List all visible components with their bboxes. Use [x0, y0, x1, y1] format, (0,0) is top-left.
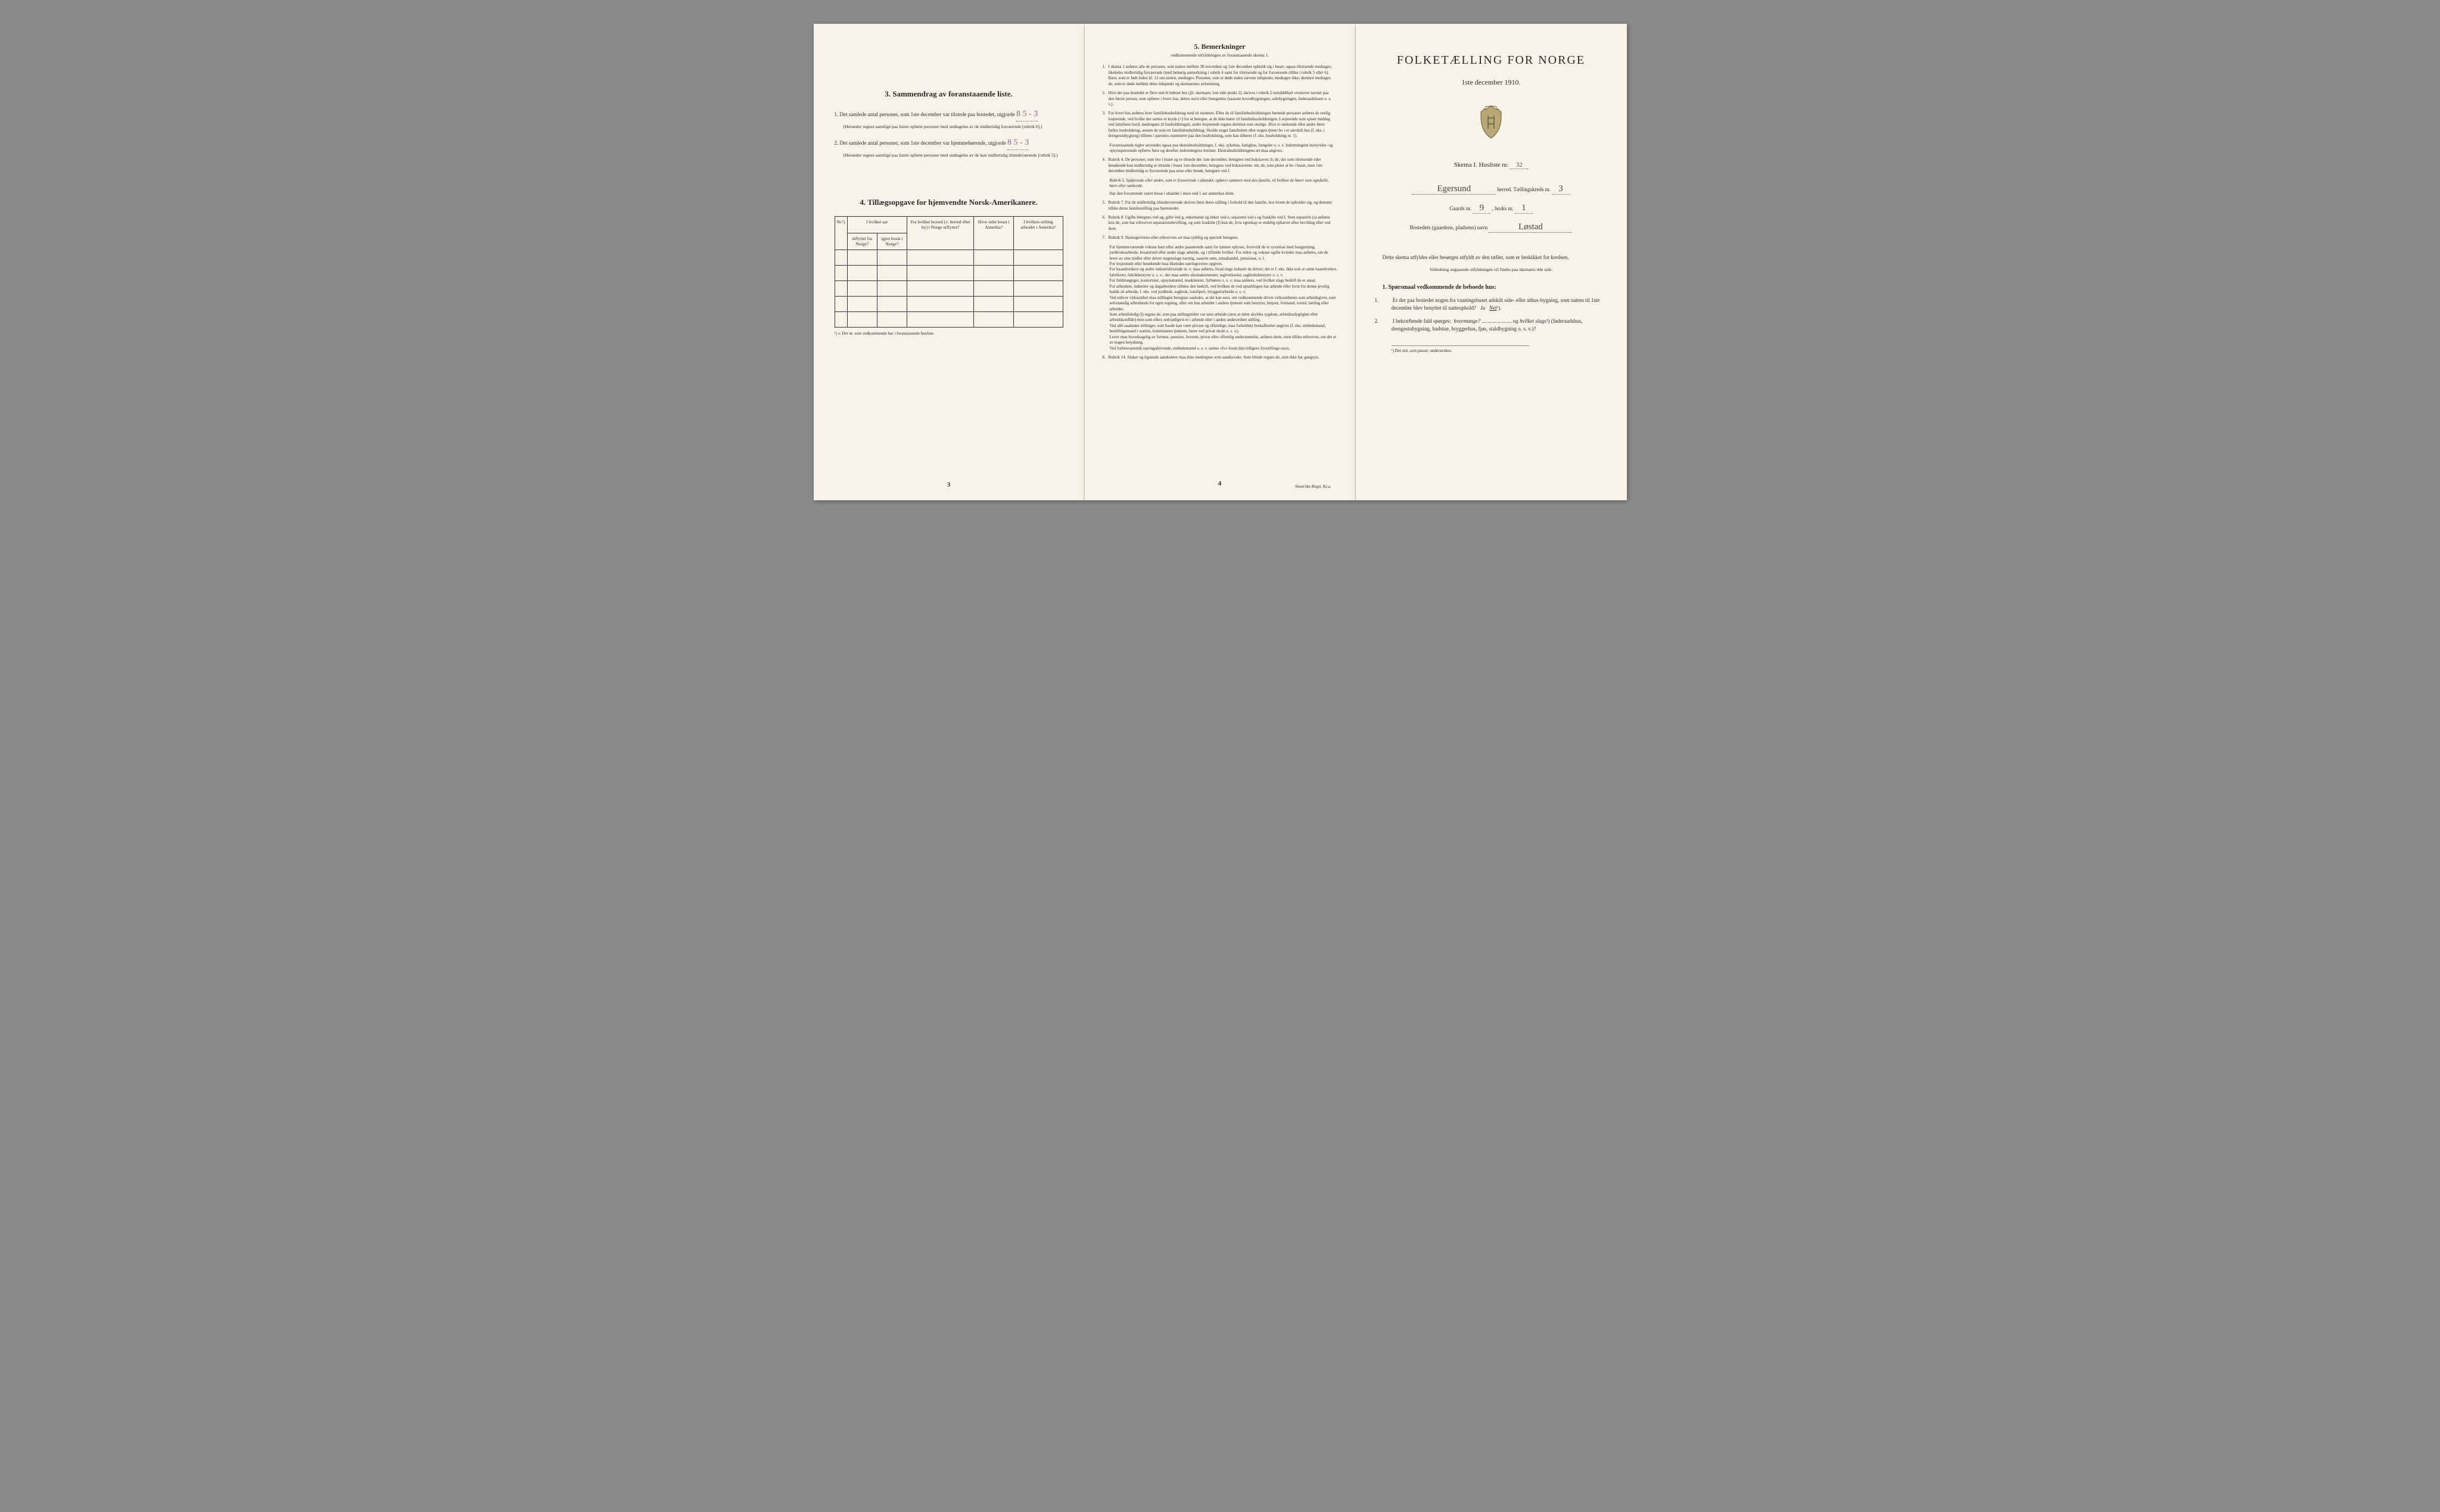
th-emigrated: utflyttet fra Norge? — [847, 233, 877, 250]
item2-note: (Herunder regnes samtlige paa listen opf… — [844, 152, 1063, 159]
section-5-title: 5. Bemerkninger — [1103, 42, 1337, 51]
remark-3-sub: Foranstaaende regler anvendes ogsaa paa … — [1110, 143, 1337, 154]
table-row — [835, 280, 1063, 296]
remark-7: 7.Rubrik 9. Næringsveiens eller erhverve… — [1103, 235, 1337, 241]
page-number: 4 — [1218, 479, 1222, 488]
page-1-cover: FOLKETÆLLING FOR NORGE 1ste december 191… — [1356, 24, 1627, 500]
table-row — [835, 250, 1063, 265]
page-number: 3 — [947, 481, 951, 488]
american-returnees-table: Nr.¹) I hvilket aar Fra hvilket bosted (… — [835, 216, 1063, 328]
coat-of-arms-icon — [1377, 105, 1606, 144]
nei-option: Nei — [1489, 305, 1497, 311]
item1-text: 1. Det samlede antal personer, som 1ste … — [835, 111, 1015, 117]
table-row — [835, 296, 1063, 311]
kreds-nr: 3 — [1552, 184, 1570, 195]
bosted-value: Løstad — [1489, 222, 1572, 233]
remark-4-sub2: Har den fraværende været bosat i utlande… — [1110, 191, 1337, 197]
question-1: 1. Er der paa bostedet nogen fra vaaning… — [1392, 297, 1600, 313]
intro-text: Dette skema utfyldes eller besørges utfy… — [1383, 254, 1600, 262]
section-5-subtitle: vedkommende utfyldningen av foranstaaend… — [1103, 52, 1337, 58]
question-heading: 1. Spørsmaal vedkommende de beboede hus: — [1383, 284, 1600, 291]
th-from: Fra hvilket bosted (ɔ: herred eller by) … — [907, 216, 974, 250]
summary-item-2: 2. Det samlede antal personer, som 1ste … — [835, 136, 1063, 159]
intro-sub: Veiledning angaaende utfyldningen vil fi… — [1377, 267, 1606, 272]
section-3-title: 3. Sammendrag av foranstaaende liste. — [835, 89, 1063, 99]
th-position: I hvilken stilling arbeidet i Amerika? — [1014, 216, 1063, 250]
census-title: FOLKETÆLLING FOR NORGE — [1377, 54, 1606, 67]
skema-line: Skema I. Husliste nr. 32 — [1377, 161, 1606, 169]
item2-value: 8 5 - 3 — [1007, 136, 1029, 150]
th-returned: igjen bosat i Norge? — [877, 233, 907, 250]
th-where: Hvor sidst bosat i Amerika? — [974, 216, 1014, 250]
remark-1: 1.I skema 1 anføres alle de personer, so… — [1103, 64, 1337, 87]
census-date: 1ste december 1910. — [1377, 78, 1606, 87]
summary-item-1: 1. Det samlede antal personer, som 1ste … — [835, 108, 1063, 130]
item2-text: 2. Det samlede antal personer, som 1ste … — [835, 140, 1006, 146]
th-year: I hvilket aar — [847, 216, 907, 233]
footnote: ¹) Det ord, som passer, understrekes. — [1392, 345, 1529, 353]
table-footnote: ¹) ɔ: Det nr. som vedkommende har i fora… — [835, 331, 1063, 336]
census-document: 3. Sammendrag av foranstaaende liste. 1.… — [814, 24, 1627, 500]
section-4-title: 4. Tillægsopgave for hjemvendte Norsk-Am… — [835, 198, 1063, 207]
question-2: 2. I bekræftende fald spørges: hvormange… — [1392, 317, 1600, 333]
remark-3: 3.For hvert hus anføres hver familiehush… — [1103, 111, 1337, 139]
remark-2: 2.Hvis der paa bostedet er flere end ét … — [1103, 91, 1337, 107]
item1-note: (Herunder regnes samtlige paa listen opf… — [844, 124, 1063, 130]
remark-4-sub1: Rubrik 5. Sjøfarende eller andre, som er… — [1110, 178, 1337, 189]
page-4-remarks: 5. Bemerkninger vedkommende utfyldningen… — [1085, 24, 1356, 500]
remark-7-body: For hjemmeværende voksne barn eller andr… — [1110, 245, 1337, 351]
printer-credit: Steen'ske Bogtr. Kr.a. — [1295, 484, 1331, 490]
herred-line: Egersund herred. Tællingskreds nr. 3 — [1377, 184, 1606, 195]
gaards-nr: 9 — [1473, 203, 1490, 214]
herred-value: Egersund — [1412, 184, 1496, 195]
item1-value: 8 5 - 3 — [1016, 108, 1038, 121]
th-nr: Nr.¹) — [835, 216, 847, 250]
table-row — [835, 265, 1063, 280]
gaards-line: Gaards nr. 9 , bruks nr. 1 — [1377, 203, 1606, 214]
page-3-summary: 3. Sammendrag av foranstaaende liste. 1.… — [814, 24, 1085, 500]
husliste-nr: 32 — [1510, 161, 1528, 169]
bosted-line: Bostedets (gaardens, pladsens) navn Løst… — [1377, 222, 1606, 233]
remark-6: 6.Rubrik 8. Ugifte betegnes ved ug, gift… — [1103, 215, 1337, 232]
table-row — [835, 311, 1063, 327]
remark-4: 4.Rubrik 4. De personer, som bor i huset… — [1103, 157, 1337, 174]
ja-option: Ja — [1480, 305, 1486, 311]
remark-5: 5.Rubrik 7. For de midlertidig tilstedev… — [1103, 200, 1337, 211]
bruks-nr: 1 — [1515, 203, 1533, 214]
remark-8: 8.Rubrik 14. Sinker og lignende aandsslø… — [1103, 355, 1337, 360]
